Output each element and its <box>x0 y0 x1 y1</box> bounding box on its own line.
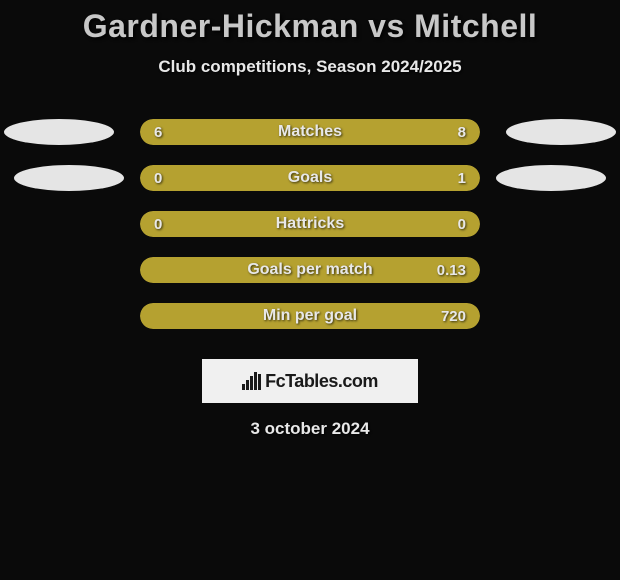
stat-row: Hattricks00 <box>0 201 620 247</box>
stat-bar: Hattricks00 <box>140 211 480 237</box>
bar-fill-right <box>208 165 480 191</box>
page-title: Gardner-Hickman vs Mitchell <box>0 8 620 45</box>
comparison-widget: Gardner-Hickman vs Mitchell Club competi… <box>0 0 620 439</box>
bar-fill <box>140 211 480 237</box>
stat-bar: Min per goal720 <box>140 303 480 329</box>
player-ellipse-right <box>496 165 606 191</box>
stat-bar: Goals per match0.13 <box>140 257 480 283</box>
stat-value-right: 1 <box>458 165 466 191</box>
stat-value-left: 0 <box>154 165 162 191</box>
stat-row: Goals01 <box>0 155 620 201</box>
stat-value-right: 720 <box>441 303 466 329</box>
stat-value-right: 0 <box>458 211 466 237</box>
player-ellipse-right <box>506 119 616 145</box>
stats-list: Matches68Goals01Hattricks00Goals per mat… <box>0 109 620 339</box>
date-text: 3 october 2024 <box>0 419 620 439</box>
bar-fill <box>140 303 480 329</box>
subtitle: Club competitions, Season 2024/2025 <box>0 57 620 77</box>
stat-value-right: 0.13 <box>437 257 466 283</box>
bar-fill <box>140 257 480 283</box>
stat-value-right: 8 <box>458 119 466 145</box>
stat-row: Matches68 <box>0 109 620 155</box>
bar-fill-left <box>140 165 208 191</box>
stat-bar: Matches68 <box>140 119 480 145</box>
bars-icon <box>242 372 261 390</box>
stat-value-left: 6 <box>154 119 162 145</box>
player-ellipse-left <box>14 165 124 191</box>
bar-fill-right <box>276 119 480 145</box>
logo-text: FcTables.com <box>265 371 378 392</box>
source-logo[interactable]: FcTables.com <box>202 359 418 403</box>
player-ellipse-left <box>4 119 114 145</box>
stat-value-left: 0 <box>154 211 162 237</box>
stat-bar: Goals01 <box>140 165 480 191</box>
stat-row: Min per goal720 <box>0 293 620 339</box>
stat-row: Goals per match0.13 <box>0 247 620 293</box>
